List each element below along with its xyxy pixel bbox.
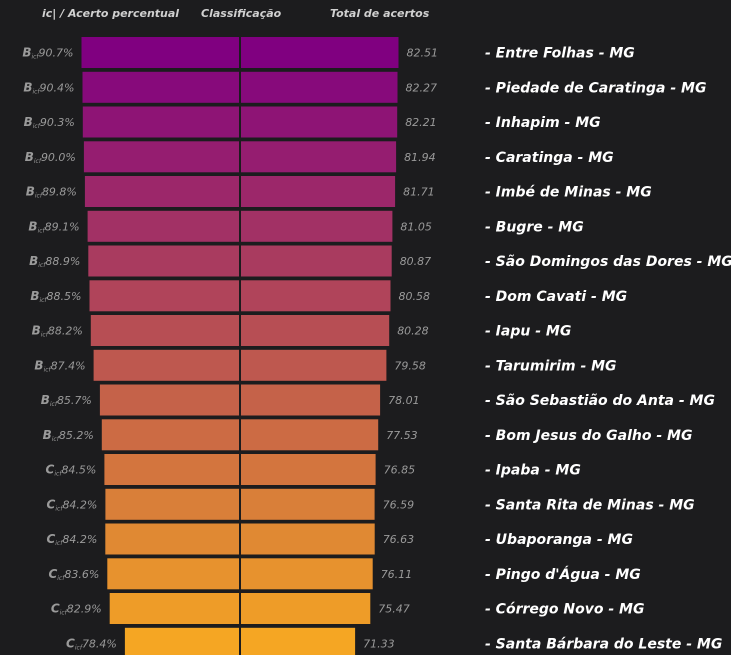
category-label-8: - Dom Cavati - MG: [485, 289, 627, 305]
value-label-2: 82.27: [406, 81, 438, 94]
category-label-15: - Ubaporanga - MG: [485, 532, 633, 548]
bar-right-7: [241, 245, 392, 277]
header-total-label: Total de acertos: [330, 7, 430, 20]
category-label-7: - São Domingos das Dores - MG: [485, 254, 731, 270]
bar-left-7: [88, 245, 239, 277]
grade-percent-label-12: Bicf85.2%: [43, 428, 94, 443]
category-label-5: - Imbé de Minas - MG: [485, 185, 652, 201]
bar-right-5: [241, 176, 396, 207]
bar-right-12: [241, 419, 379, 451]
grade-percent-label-17: Cicf82.9%: [51, 602, 102, 617]
grade-percent-label-6: Bicf89.1%: [28, 219, 79, 234]
category-label-9: - Iapu - MG: [485, 324, 571, 340]
category-label-2: - Piedade de Caratinga - MG: [485, 80, 706, 96]
bar-right-3: [241, 106, 398, 138]
bar-right-18: [241, 627, 356, 655]
bar-left-9: [90, 315, 239, 346]
bar-right-16: [241, 558, 373, 590]
value-label-10: 79.58: [394, 359, 426, 372]
grade-percent-label-15: Cicf84.2%: [46, 532, 97, 547]
value-label-1: 82.51: [407, 47, 439, 60]
value-label-3: 82.21: [405, 116, 437, 129]
grade-percent-label-3: Bicf90.3%: [24, 115, 75, 130]
bar-left-15: [105, 523, 239, 555]
bar-left-16: [107, 558, 239, 590]
grade-percent-label-8: Bicf88.5%: [30, 289, 81, 304]
bar-right-11: [241, 384, 381, 416]
bar-right-14: [241, 488, 375, 520]
grade-percent-label-16: Cicf83.6%: [48, 567, 99, 582]
value-label-5: 81.71: [403, 186, 435, 199]
bar-left-1: [81, 37, 239, 68]
grade-percent-label-7: Bicf88.9%: [29, 254, 80, 269]
category-label-10: - Tarumirim - MG: [485, 358, 617, 374]
header-classification-label: Classificação: [201, 7, 282, 20]
grade-percent-label-13: Cicf84.5%: [46, 463, 97, 478]
category-label-6: - Bugre - MG: [485, 219, 584, 235]
bar-right-17: [241, 593, 371, 624]
value-label-8: 80.58: [399, 290, 431, 303]
grade-percent-label-18: Cicf78.4%: [66, 636, 117, 651]
bar-left-18: [124, 627, 239, 655]
grade-percent-label-5: Bicf89.8%: [26, 185, 77, 200]
bar-left-5: [84, 176, 240, 207]
bar-right-13: [241, 454, 376, 485]
bar-left-6: [87, 210, 239, 242]
value-label-14: 76.59: [383, 498, 415, 511]
bar-left-8: [89, 280, 239, 312]
value-label-4: 81.94: [404, 151, 436, 164]
grade-percent-label-10: Bicf87.4%: [34, 358, 85, 373]
category-label-11: - São Sebastião do Anta - MG: [485, 393, 715, 409]
grade-percent-label-9: Bicf88.2%: [32, 324, 83, 339]
grade-percent-label-1: Bicf90.7%: [22, 46, 73, 61]
bar-left-13: [104, 454, 240, 485]
bar-left-17: [109, 593, 239, 624]
value-label-15: 76.63: [383, 533, 415, 546]
category-label-18: - Santa Bárbara do Leste - MG: [485, 636, 722, 652]
value-label-9: 80.28: [397, 325, 429, 338]
bar-right-4: [241, 141, 397, 173]
value-label-7: 80.87: [400, 255, 432, 268]
bar-left-10: [93, 349, 239, 381]
bar-right-2: [241, 71, 398, 103]
bar-right-9: [241, 315, 390, 346]
bar-left-3: [82, 106, 239, 138]
value-label-18: 71.33: [363, 637, 395, 650]
value-label-13: 76.85: [384, 464, 416, 477]
grade-percent-label-2: Bicf90.4%: [23, 80, 74, 95]
category-label-16: - Pingo d'Água - MG: [485, 566, 641, 583]
category-label-1: - Entre Folhas - MG: [485, 46, 635, 62]
category-label-13: - Ipaba - MG: [485, 463, 581, 479]
value-label-16: 76.11: [381, 568, 413, 581]
value-label-11: 78.01: [388, 394, 420, 407]
category-label-12: - Bom Jesus do Galho - MG: [485, 428, 692, 444]
bar-right-15: [241, 523, 375, 555]
bar-left-4: [83, 141, 240, 173]
category-label-14: - Santa Rita de Minas - MG: [485, 497, 695, 513]
bar-right-10: [241, 349, 387, 381]
bar-right-6: [241, 210, 393, 242]
grade-percent-label-4: Bicf90.0%: [25, 150, 76, 165]
grade-percent-label-11: Bicf85.7%: [41, 393, 92, 408]
category-label-17: - Córrego Novo - MG: [485, 602, 644, 618]
bar-left-14: [105, 488, 240, 520]
value-label-6: 81.05: [400, 220, 432, 233]
bar-left-12: [101, 419, 239, 451]
value-label-12: 77.53: [386, 429, 418, 442]
grade-percent-label-14: Cicf84.2%: [47, 497, 98, 512]
bar-left-11: [99, 384, 240, 416]
bar-right-8: [241, 280, 391, 312]
header-percent-label: ic| / Acerto percentual: [42, 7, 180, 20]
category-label-4: - Caratinga - MG: [485, 150, 614, 166]
value-label-17: 75.47: [378, 603, 410, 616]
category-label-3: - Inhapim - MG: [485, 115, 601, 131]
bar-right-1: [241, 37, 399, 68]
bar-left-2: [82, 71, 239, 103]
